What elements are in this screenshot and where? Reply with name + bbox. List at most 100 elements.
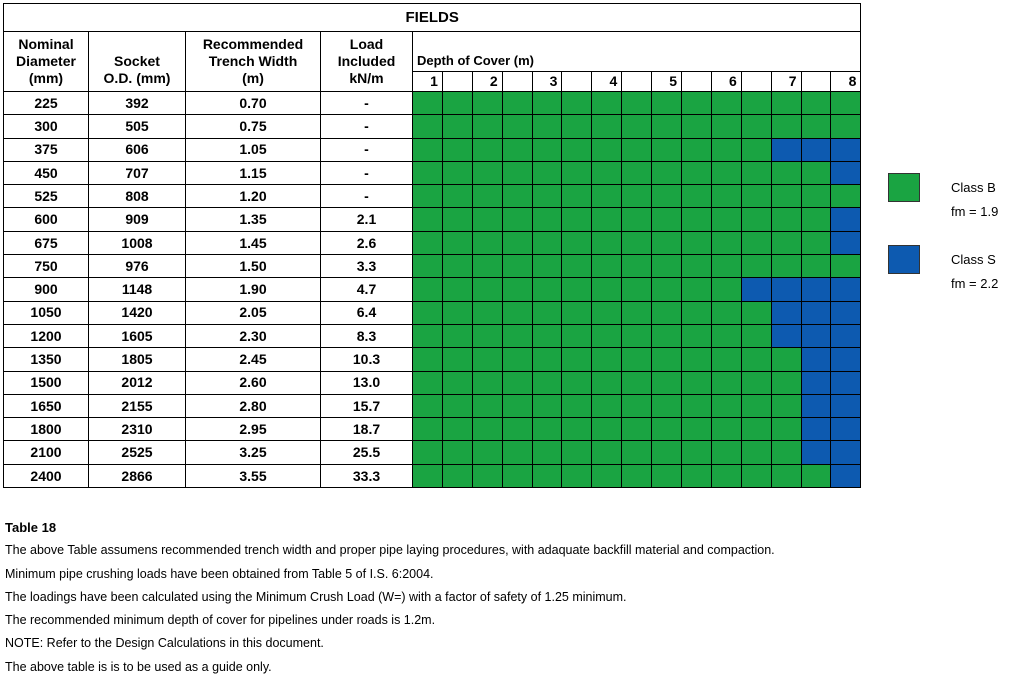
table-title: FIELDS: [2, 3, 862, 32]
class-b-cell: [561, 393, 593, 419]
class-s-cell: [830, 347, 862, 372]
class-b-cell: [531, 440, 563, 465]
class-b-cell: [710, 370, 742, 395]
class-b-cell: [651, 323, 683, 349]
class-b-cell: [441, 137, 473, 162]
cell-tw: 1.15: [185, 160, 321, 186]
class-b-cell: [710, 440, 742, 465]
cell-od: 808: [88, 184, 186, 209]
depth-label: [441, 71, 473, 92]
cell-tw: 1.45: [185, 230, 321, 256]
cell-tw: 2.45: [185, 347, 321, 372]
class-b-cell: [621, 463, 653, 489]
class-b-cell: [740, 370, 772, 395]
cell-tw: 2.80: [185, 393, 321, 419]
class-b-cell: [651, 184, 683, 209]
cell-load: 8.3: [320, 323, 413, 349]
class-b-cell: [591, 254, 623, 279]
class-s-cell: [830, 300, 862, 325]
class-s-cell: [830, 207, 862, 232]
cell-load: 10.3: [320, 347, 413, 372]
class-s-cell: [800, 440, 832, 465]
class-s-cell: [830, 393, 862, 419]
class-b-cell: [800, 184, 832, 209]
class-b-cell: [412, 114, 443, 139]
depth-label: [501, 71, 533, 92]
class-b-cell: [740, 137, 772, 162]
class-b-cell: [591, 347, 623, 372]
class-b-cell: [471, 114, 503, 139]
class-b-cell: [740, 393, 772, 419]
cell-nd: 375: [3, 137, 89, 162]
cell-load: 15.7: [320, 393, 413, 419]
class-b-cell: [770, 114, 802, 139]
class-b-cell: [501, 323, 533, 349]
class-b-cell: [471, 137, 503, 162]
table-row: 525 808 1.20-: [3, 184, 862, 209]
class-b-cell: [651, 417, 683, 442]
cell-nd: 300: [3, 114, 89, 139]
cell-od: 909: [88, 207, 186, 232]
class-b-cell: [441, 160, 473, 186]
class-b-cell: [561, 160, 593, 186]
class-b-cell: [561, 230, 593, 256]
cell-od: 1605: [88, 323, 186, 349]
class-b-cell: [681, 463, 712, 489]
cell-od: 2525: [88, 440, 186, 465]
class-b-cell: [531, 137, 563, 162]
class-b-cell: [471, 323, 503, 349]
class-b-cell: [531, 463, 563, 489]
cell-tw: 1.50: [185, 254, 321, 279]
class-b-cell: [531, 323, 563, 349]
class-b-cell: [800, 207, 832, 232]
class-b-cell: [830, 184, 862, 209]
header-trench-width: Recommended Trench Width (m): [185, 31, 321, 92]
class-b-cell: [501, 417, 533, 442]
header-socket-od: Socket O.D. (mm): [88, 31, 186, 92]
class-b-cell: [651, 114, 683, 139]
class-b-cell: [471, 463, 503, 489]
class-b-cell: [710, 347, 742, 372]
class-b-cell: [441, 463, 473, 489]
class-b-cell: [531, 347, 563, 372]
class-b-cell: [740, 90, 772, 116]
class-b-cell: [740, 417, 772, 442]
header-load: Load Included kN/m: [320, 31, 413, 92]
class-b-cell: [501, 207, 533, 232]
notes: Table 18 The above Table assumens recomm…: [5, 516, 775, 679]
class-b-cell: [800, 230, 832, 256]
cell-tw: 3.55: [185, 463, 321, 489]
class-b-cell: [621, 393, 653, 419]
class-b-cell: [501, 277, 533, 302]
class-b-cell: [441, 184, 473, 209]
header-depth-of-cover: Depth of Cover (m): [411, 51, 862, 72]
cell-nd: 1500: [3, 370, 89, 395]
class-b-cell: [591, 90, 623, 116]
class-b-cell: [710, 207, 742, 232]
class-b-cell: [561, 207, 593, 232]
class-b-cell: [591, 230, 623, 256]
class-s-cell: [800, 347, 832, 372]
class-b-cell: [591, 370, 623, 395]
table-row: 225 392 0.70-: [3, 90, 862, 116]
class-b-cell: [501, 300, 533, 325]
class-b-cell: [681, 440, 712, 465]
class-s-cell: [830, 230, 862, 256]
class-b-cell: [740, 347, 772, 372]
class-b-cell: [651, 393, 683, 419]
class-b-cell: [681, 300, 712, 325]
cell-od: 2012: [88, 370, 186, 395]
class-b-cell: [710, 300, 742, 325]
note-line: The loadings have been calculated using …: [5, 589, 627, 604]
class-b-cell: [441, 370, 473, 395]
class-b-cell: [471, 254, 503, 279]
class-b-cell: [740, 323, 772, 349]
class-b-cell: [621, 300, 653, 325]
class-s-cell: [800, 277, 832, 302]
class-b-cell: [591, 300, 623, 325]
cell-nd: 1200: [3, 323, 89, 349]
class-b-cell: [561, 90, 593, 116]
table-row: 1500 2012 2.60 13.0: [3, 370, 862, 395]
cell-od: 1805: [88, 347, 186, 372]
